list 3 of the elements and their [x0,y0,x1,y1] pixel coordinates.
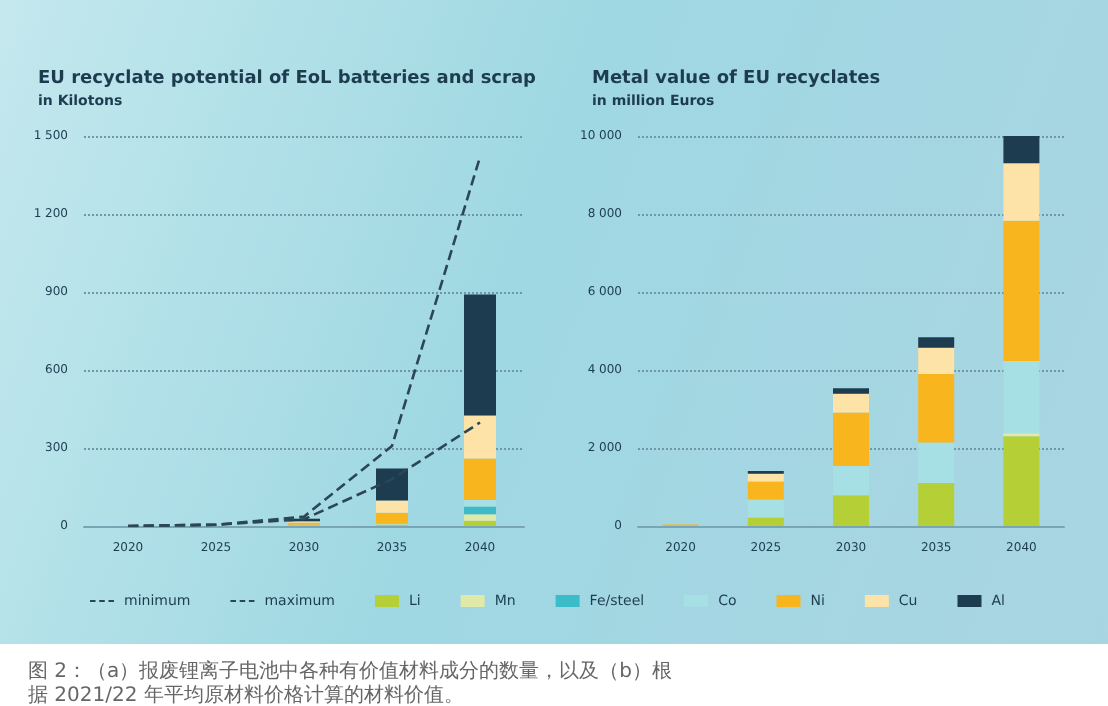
caption: 图 2：（a）报废锂离子电池中各种有价值材料成分的数量，以及（b）根据 2021/22 年平均原材料价格计算的材料价值。 [28,659,673,706]
chart-title: EU recyclate potential of EoL batteries and scrap [38,69,538,89]
chart-title: Metal value of EU recyclates [592,69,881,89]
